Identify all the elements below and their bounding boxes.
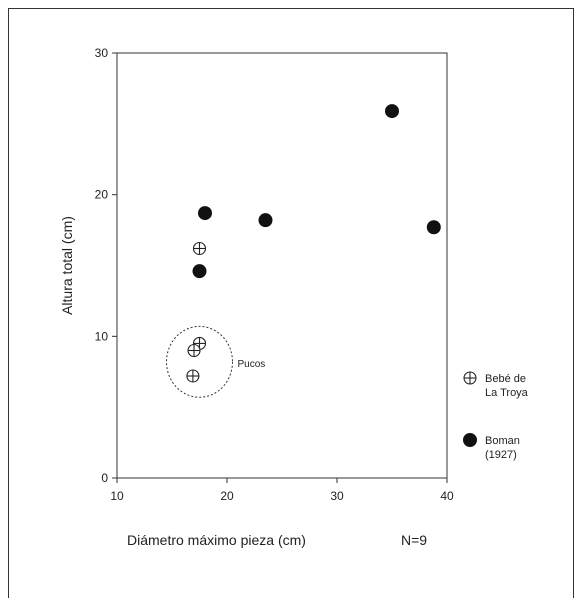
boman-point [198,206,212,221]
legend: Bebé de La Troya Boman (1927) [463,371,529,461]
y-tick-label: 10 [95,329,109,343]
boman-point [385,104,399,119]
x-tick-label: 30 [330,489,344,503]
annotation-label: Pucos [238,359,266,370]
x-tick-label: 10 [110,489,124,503]
legend-bebe-marker [463,371,477,385]
boman-point [258,213,273,228]
y-tick-label: 20 [95,188,109,202]
bebe-point [192,241,207,256]
x-tick-label: 40 [440,489,454,503]
y-tick-label: 30 [95,46,109,60]
sample-size-note: N=9 [401,532,427,548]
legend-boman-marker [463,433,477,447]
pucos-group-circle [166,325,233,398]
legend-label: La Troya [485,387,529,399]
legend-label: Boman [485,435,520,447]
boman-point [192,264,207,279]
figure-frame [8,8,574,598]
plot-area [116,52,448,479]
data-points [186,104,441,383]
y-tick-label: 0 [101,471,108,485]
boman-point [426,220,441,235]
bebe-point [187,343,201,358]
legend-label: (1927) [485,449,517,461]
annotations: Pucos [166,325,266,398]
x-axis-label: Diámetro máximo pieza (cm) [127,532,306,548]
bebe-point [186,369,200,383]
legend-label: Bebé de [485,373,526,385]
y-axis-label: Altura total (cm) [59,216,75,315]
x-tick-label: 20 [220,489,234,503]
